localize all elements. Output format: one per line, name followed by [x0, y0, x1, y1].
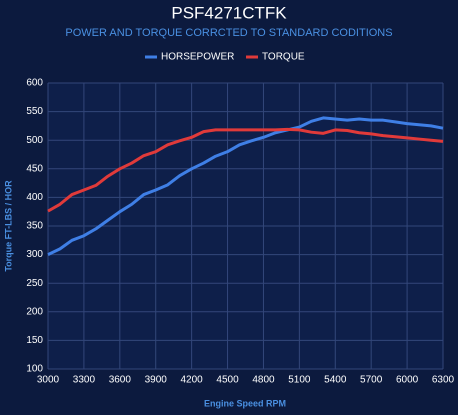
x-tick-label: 6300 — [432, 375, 455, 386]
y-axis-title: Torque FT-LBS / HOR — [3, 180, 13, 272]
y-tick-label: 350 — [26, 221, 43, 232]
y-tick-label: 550 — [26, 106, 43, 117]
y-tick-label: 500 — [26, 135, 43, 146]
line-series — [47, 127, 444, 213]
legend-label: HORSEPOWER — [161, 52, 234, 63]
chart-title: PSF4271CTFK — [171, 3, 287, 22]
x-tick-label: 4500 — [216, 375, 239, 386]
y-tick-label: 250 — [26, 278, 43, 289]
y-tick-label: 150 — [26, 335, 43, 346]
y-tick-label: 600 — [26, 78, 43, 89]
line-series — [47, 116, 444, 256]
y-tick-label: 450 — [26, 163, 43, 174]
x-axis-title: Engine Speed RPM — [204, 398, 286, 408]
x-tick-label: 4800 — [252, 375, 275, 386]
x-tick-label: 3000 — [37, 375, 60, 386]
y-tick-label: 200 — [26, 306, 43, 317]
legend-label: TORQUE — [262, 52, 305, 63]
x-tick-label: 3900 — [145, 375, 168, 386]
x-tick-label: 3300 — [73, 375, 96, 386]
x-tick-label: 5100 — [288, 375, 311, 386]
y-tick-label: 100 — [26, 364, 43, 375]
x-tick-label: 5700 — [360, 375, 383, 386]
x-tick-label: 4200 — [181, 375, 204, 386]
y-tick-label: 400 — [26, 192, 43, 203]
chart-subtitle: POWER AND TORQUE CORRCTED TO STANDARD CO… — [65, 27, 392, 39]
y-tick-label: 300 — [26, 249, 43, 260]
x-tick-label: 6000 — [396, 375, 419, 386]
x-tick-label: 5400 — [324, 375, 347, 386]
x-tick-label: 3600 — [109, 375, 132, 386]
